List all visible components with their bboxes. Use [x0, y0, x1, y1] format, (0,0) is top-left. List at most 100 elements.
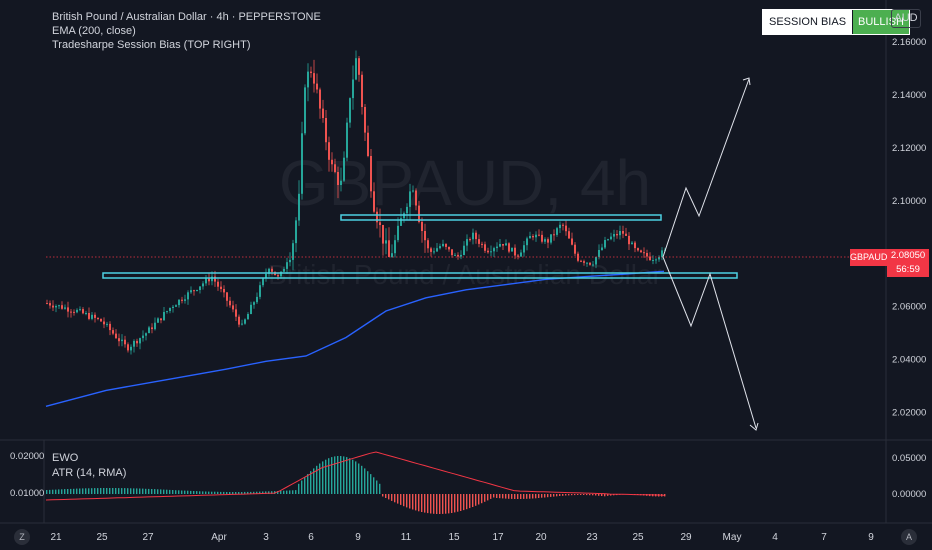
candle-body	[646, 253, 648, 257]
candle-body	[94, 314, 96, 318]
symbol-title[interactable]: British Pound / Australian Dollar · 4h ·…	[52, 11, 321, 23]
candle-body	[208, 278, 210, 282]
ewo-bar	[130, 488, 132, 494]
candle-body	[331, 159, 333, 165]
candle-body	[205, 278, 207, 284]
time-axis[interactable]: 21 25 27 Apr 3 6 9 11 15 17 20 23 25 29 May 4 7 9	[50, 532, 874, 543]
candle-body	[418, 205, 420, 222]
ewo-legend[interactable]: EWO	[52, 452, 79, 464]
ewo-bar	[400, 494, 402, 505]
ewo-bar	[457, 494, 459, 512]
ewo-bar	[385, 494, 387, 498]
candle-body	[178, 299, 180, 306]
ewo-bar	[199, 491, 201, 494]
ewo-bar	[181, 490, 183, 494]
ewo-bar	[439, 494, 441, 514]
resistance-zone[interactable]	[340, 214, 662, 221]
candle-body	[610, 236, 612, 240]
ewo-bar	[448, 494, 450, 514]
candle-body	[466, 239, 468, 246]
session-bias-table: SESSION BIAS BULLISH	[762, 9, 910, 35]
candle-body	[235, 309, 237, 317]
ewo-bar	[433, 494, 435, 514]
ewo-bar	[595, 494, 597, 496]
ewo-bar	[64, 489, 66, 494]
ewo-bar	[490, 494, 492, 499]
candle-body	[187, 292, 189, 300]
ewo-bar	[481, 494, 483, 504]
ewo-bar	[76, 488, 78, 494]
ewo-bar	[388, 494, 390, 500]
ewo-bar	[163, 489, 165, 494]
ema-legend[interactable]: EMA (200, close)	[52, 25, 136, 37]
candle-body	[292, 243, 294, 260]
candle-body	[595, 257, 597, 265]
ewo-bar	[319, 463, 321, 494]
candle-body	[226, 292, 228, 301]
last-price-value: 2.08050	[890, 250, 926, 261]
ewo-bar	[442, 494, 444, 514]
candle-body	[211, 276, 213, 282]
ewo-bar	[220, 491, 222, 494]
ewo-bar	[367, 471, 369, 494]
time-tick-label: Apr	[211, 532, 227, 543]
candle-body	[280, 271, 282, 277]
candle-body	[406, 206, 408, 214]
candle-body	[136, 340, 138, 344]
candle-body	[415, 190, 417, 206]
ewo-bar	[94, 488, 96, 494]
indicator-axis: 0.02000 0.01000 0.05000 0.00000	[10, 451, 926, 500]
indicator-left-tick: 0.01000	[10, 488, 44, 499]
ewo-bar	[202, 491, 204, 494]
ewo-bar	[178, 490, 180, 494]
candle-body	[232, 305, 234, 310]
indicator-legend[interactable]: EWO ATR (14, RMA)	[52, 451, 126, 481]
indicator-right-tick: 0.00000	[892, 489, 926, 500]
candle-body	[376, 211, 378, 223]
candle-body	[295, 220, 297, 244]
timezone-button[interactable]: Z	[14, 529, 30, 545]
ewo-bar	[151, 489, 153, 494]
currency-button[interactable]: AUD	[891, 9, 921, 28]
atr-line	[45, 451, 665, 501]
ewo-bar	[574, 494, 576, 496]
candle-body	[340, 180, 342, 185]
time-tick-label: 3	[263, 532, 269, 543]
candle-body	[106, 323, 108, 325]
candle-body	[472, 232, 474, 240]
ewo-bar	[259, 491, 261, 494]
candle-body	[625, 233, 627, 236]
bearish-projection-path[interactable]	[662, 256, 757, 429]
last-price-label: 2.08050 56:59	[887, 249, 929, 277]
candle-body	[517, 255, 519, 257]
bias-indicator-legend[interactable]: Tradesharpe Session Bias (TOP RIGHT)	[52, 39, 251, 51]
bullish-projection-path[interactable]	[662, 78, 750, 258]
candle-body	[475, 232, 477, 240]
time-tick-label: 11	[401, 532, 412, 543]
support-zone[interactable]	[102, 272, 738, 279]
bearish-arrow-head	[749, 422, 759, 431]
candle-body	[592, 264, 594, 266]
candle-body	[370, 156, 372, 192]
atr-legend[interactable]: ATR (14, RMA)	[52, 467, 127, 479]
candle-body	[199, 286, 201, 290]
ewo-bar	[214, 491, 216, 494]
ewo-bar	[580, 494, 582, 495]
candle-body	[565, 225, 567, 232]
candle-body	[322, 108, 324, 118]
candle-body	[52, 305, 54, 308]
candle-body	[358, 58, 360, 75]
ewo-bar	[166, 489, 168, 494]
chart-legend[interactable]: British Pound / Australian Dollar · 4h ·…	[52, 10, 321, 52]
auto-scale-button[interactable]: A	[901, 529, 917, 545]
ewo-bar	[346, 457, 348, 494]
candle-body	[313, 73, 315, 84]
candle-body	[97, 318, 99, 319]
candle-body	[574, 244, 576, 254]
time-tick-label: 25	[632, 532, 644, 543]
ewo-bar	[496, 494, 498, 498]
ewo-bar	[511, 494, 513, 499]
ewo-bar	[370, 474, 372, 494]
candle-body	[154, 322, 156, 330]
